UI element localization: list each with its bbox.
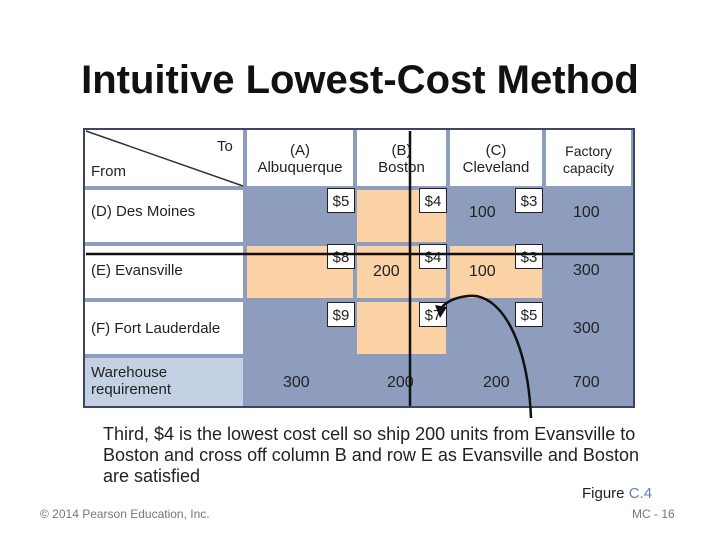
copyright-notice: © 2014 Pearson Education, Inc. — [40, 507, 210, 521]
page-number: MC - 16 — [632, 507, 675, 521]
row-label-fort-lauderdale: (F) Fort Lauderdale — [91, 320, 221, 337]
requirement-albuquerque: 300 — [283, 374, 310, 391]
shipment-e-c: 100 — [469, 263, 496, 280]
capacity-des-moines: 100 — [573, 204, 600, 221]
corner-diagonal-line — [85, 130, 244, 187]
column-header-capacity: Factory capacity — [562, 143, 615, 176]
row-label-des-moines: (D) Des Moines — [91, 203, 196, 220]
explanation-caption: Third, $4 is the lowest cost cell so shi… — [103, 424, 639, 486]
shipment-e-b: 200 — [373, 263, 400, 280]
requirement-boston: 200 — [387, 374, 414, 391]
column-header-albuquerque: (A) Albuquerque — [257, 142, 343, 176]
pointer-arrow-head — [435, 305, 447, 318]
header-cleveland-cell — [450, 130, 542, 186]
cost-d-a: $5 — [327, 188, 355, 213]
pointer-arrow-curve — [438, 294, 533, 419]
transportation-table: To From (A) Albuquerque (B) Boston (C) C… — [83, 128, 635, 408]
cost-d-b: $4 — [419, 188, 447, 213]
header-capacity-cell — [546, 130, 631, 186]
requirement-label: Warehouse requirement — [91, 364, 172, 398]
requirement-cleveland: 200 — [483, 374, 510, 391]
row-des-moines-label-cell — [85, 190, 243, 242]
cost-f-a: $9 — [327, 302, 355, 327]
column-header-cleveland: (C) Cleveland — [462, 142, 530, 176]
column-header-boston: (B) Boston — [378, 142, 425, 176]
capacity-evansville: 300 — [573, 262, 600, 279]
capacity-fort-lauderdale: 300 — [573, 320, 600, 337]
cost-f-c: $5 — [515, 302, 543, 327]
corner-to-label: To — [217, 138, 233, 155]
slide-title: Intuitive Lowest-Cost Method — [81, 58, 639, 102]
figure-number: C.4 — [628, 485, 653, 502]
row-label-evansville: (E) Evansville — [91, 262, 183, 279]
requirement-total: 700 — [573, 374, 600, 391]
header-boston-cell — [357, 130, 446, 186]
cost-d-c: $3 — [515, 188, 543, 213]
row-fort-lauderdale-label-cell — [85, 302, 243, 354]
corner-from-label: From — [91, 163, 126, 180]
header-albuquerque-cell — [247, 130, 353, 186]
shipment-d-c: 100 — [469, 204, 496, 221]
figure-prefix: Figure — [582, 485, 629, 502]
figure-label: Figure C.4 — [582, 485, 652, 502]
requirement-label-cell — [85, 358, 243, 406]
